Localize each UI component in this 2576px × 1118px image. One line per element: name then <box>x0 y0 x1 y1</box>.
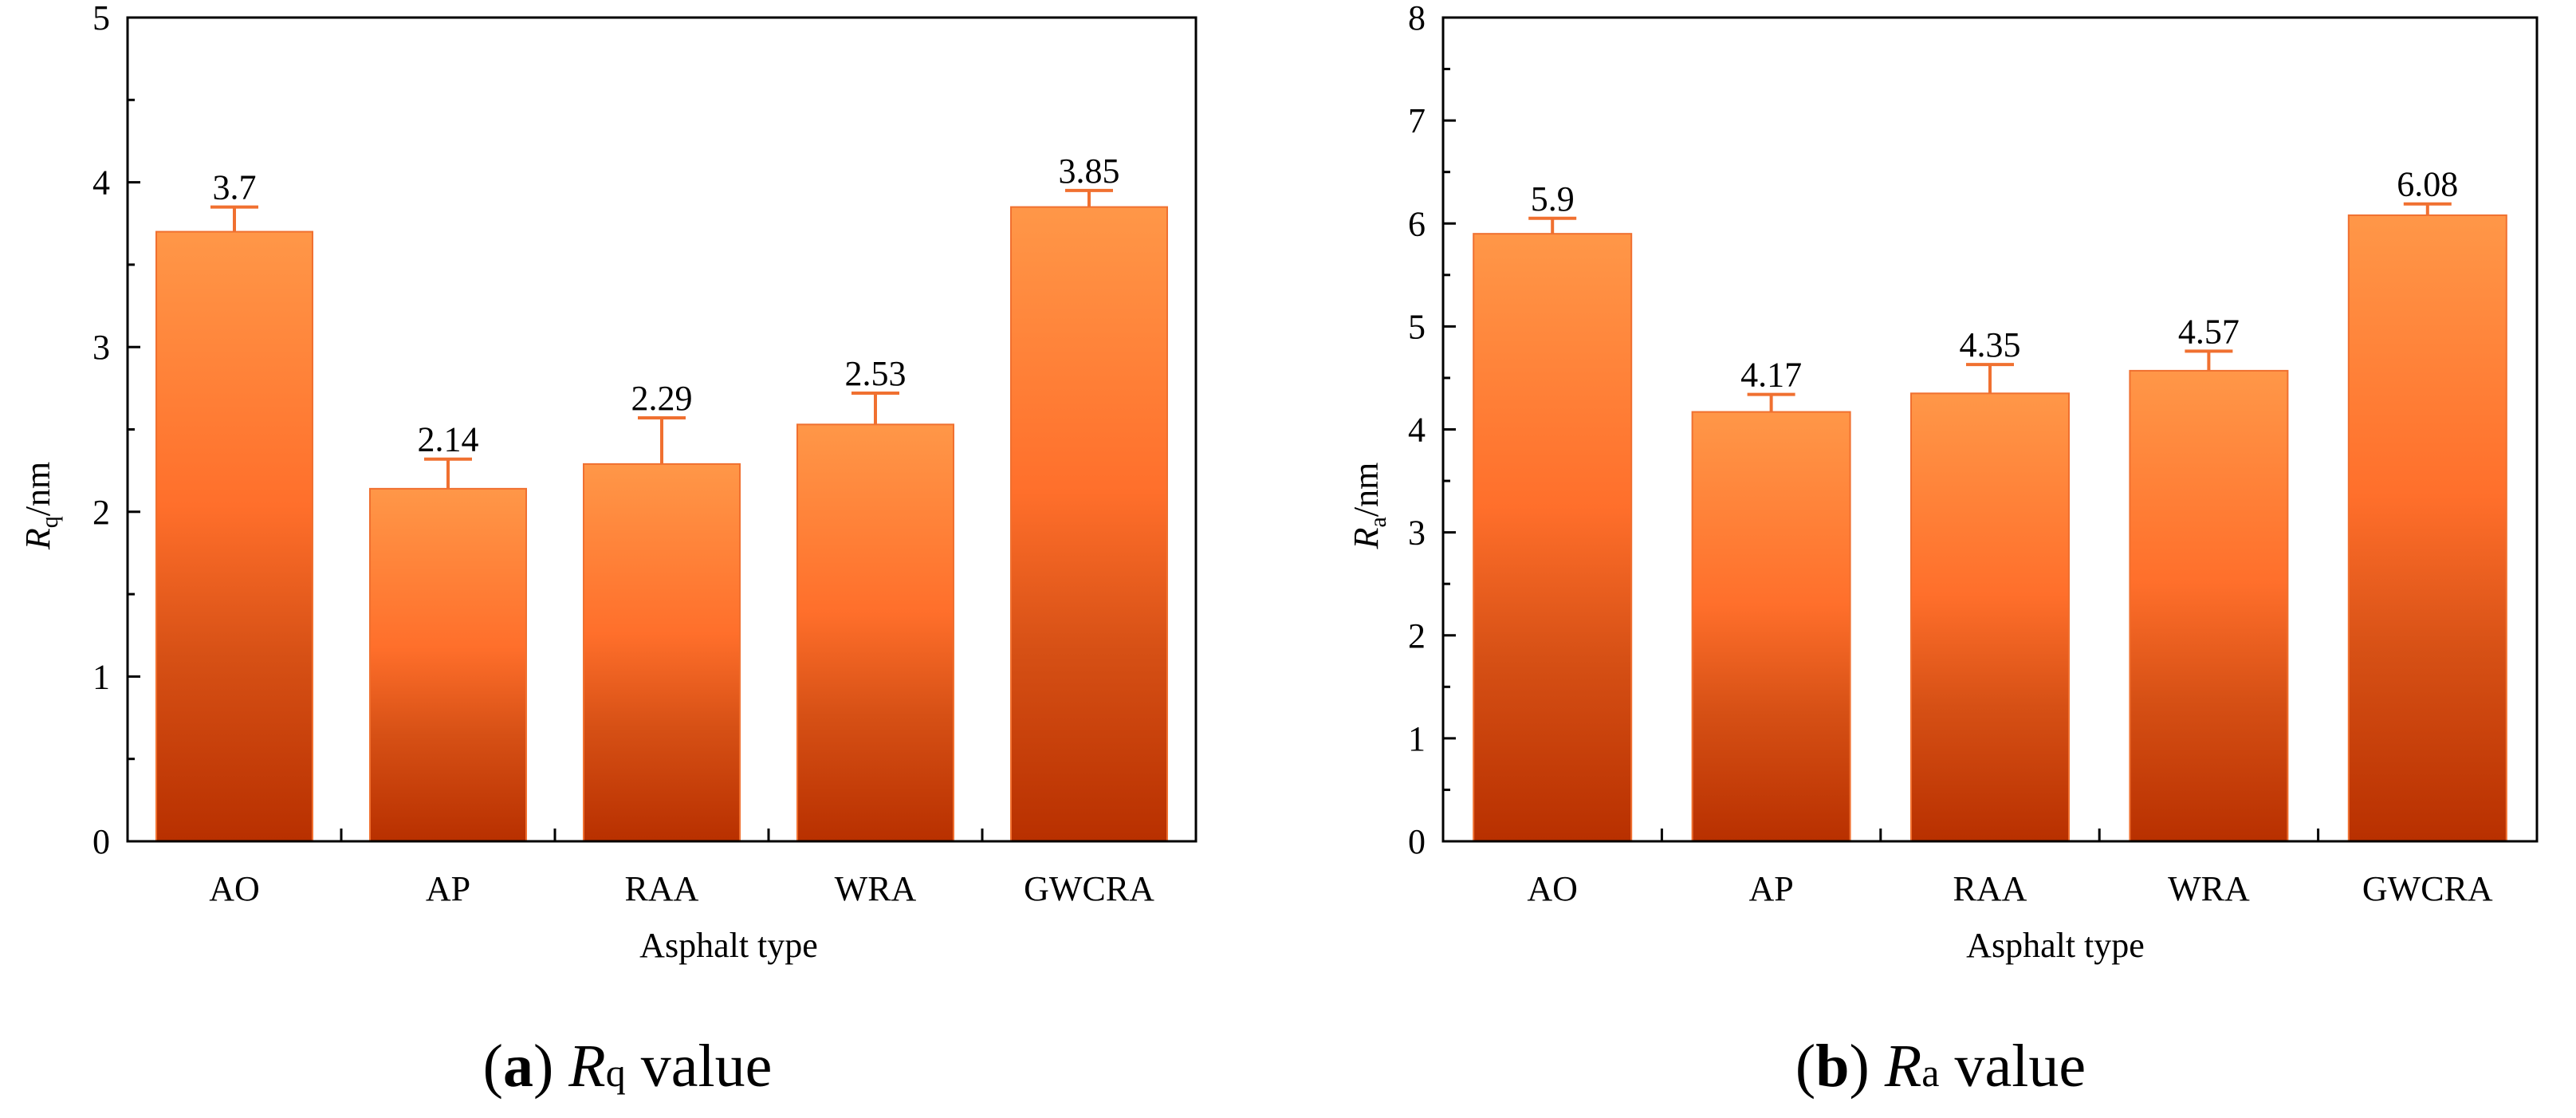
panel-b-errorbar-ap <box>1747 392 1795 412</box>
panel-b-ytick-label: 2 <box>1408 616 1426 655</box>
panel-a-xtick-label-wra: WRA <box>835 869 917 908</box>
panel-b: 5.9 AO 4.17 AP 4.35 RAA 4.57 WRA 6.08 GWCRA 0 1 2 3 4 5… <box>1347 0 2539 1100</box>
panel-a-xtick-label-ap: AP <box>426 869 470 908</box>
panel-a-ylabel-sub: q <box>37 516 63 528</box>
panel-b-bar-ao <box>1473 233 1633 843</box>
panel-a-bar-ao <box>155 230 313 842</box>
panel-a-errorbar-raa <box>638 416 686 464</box>
panel-a-caption-sub: q <box>606 1050 626 1095</box>
panel-a-bar-raa <box>583 463 741 842</box>
panel-b-errorbar-ao <box>1528 216 1577 234</box>
panel-b-xtick-label-wra: WRA <box>2168 869 2250 908</box>
panel-b-bar-gwcra <box>2347 214 2507 843</box>
panel-a-errorbar-gwcra <box>1065 188 1113 207</box>
panel-b-errorbar-raa <box>1966 363 2014 394</box>
panel-a-ylabel-unit: /nm <box>18 462 57 516</box>
panel-a-value-label-raa: 2.29 <box>631 379 693 418</box>
panel-a-ytick-label: 4 <box>92 163 110 203</box>
panel-a-ytick-label: 3 <box>92 328 110 367</box>
panel-b-value-label-ao: 5.9 <box>1531 179 1575 218</box>
panel-b-value-label-gwcra: 6.08 <box>2397 165 2458 204</box>
panel-b-ylabel: Ra/nm <box>1347 463 1391 550</box>
panel-a-caption: (a) Rq value <box>483 1033 773 1100</box>
panel-a-xtick-label-gwcra: GWCRA <box>1024 869 1154 908</box>
panel-a-bar-gwcra <box>1010 206 1168 842</box>
panel-b-caption-label: b <box>1815 1033 1849 1100</box>
panel-a-value-label-gwcra: 3.85 <box>1059 152 1120 191</box>
panel-a-plot: 3.7 AO 2.14 AP 2.29 RAA 2.53 WRA 3.85 GWCRA 0 1 2 3 4 5 <box>92 0 1198 908</box>
panel-a-ylabel: Rq/nm <box>18 462 63 550</box>
panel-b-value-label-ap: 4.17 <box>1740 356 1802 395</box>
panel-b-xtick-label-gwcra: GWCRA <box>2362 869 2493 908</box>
panel-a-bar-ap <box>369 487 527 842</box>
panel-b-caption-symbol: R <box>1884 1033 1921 1100</box>
panel-a-value-label-ap: 2.14 <box>418 420 479 459</box>
panel-b-ylabel-symbol: R <box>1347 527 1386 549</box>
panel-a-errorbar-wra <box>851 392 899 425</box>
panel-b-plot: 5.9 AO 4.17 AP 4.35 RAA 4.57 WRA 6.08 GWCRA 0 1 2 3 4 5… <box>1408 0 2539 908</box>
panel-a-caption-label: a <box>503 1033 533 1100</box>
panel-b-ytick-label: 5 <box>1408 307 1426 346</box>
panel-a-ytick-label: 0 <box>92 822 110 861</box>
panel-a-ytick-label: 1 <box>92 657 110 696</box>
panel-a-xlabel: Asphalt type <box>639 926 818 965</box>
panel-b-caption-suffix: value <box>1939 1033 2086 1100</box>
panel-a-xtick-label-ao: AO <box>209 869 260 908</box>
panel-b-errorbar-wra <box>2185 349 2233 371</box>
panel-b-ytick-label: 0 <box>1408 822 1426 861</box>
panel-b-ytick-label: 8 <box>1408 0 1426 37</box>
panel-b-bar-raa <box>1910 392 2070 842</box>
panel-b-caption-sub: a <box>1921 1050 1939 1095</box>
panel-b-bar-ap <box>1691 411 1851 842</box>
panel-a-errorbar-ao <box>210 205 258 232</box>
panel-b-ytick-label: 4 <box>1408 411 1426 450</box>
panel-b-errorbar-gwcra <box>2403 202 2452 215</box>
panel-a-bar-wra <box>796 423 954 842</box>
panel-b-value-label-raa: 4.35 <box>1960 325 2021 364</box>
panel-a-errorbar-ap <box>424 457 472 489</box>
panel-b-xtick-label-ao: AO <box>1527 869 1578 908</box>
panel-b-xlabel: Asphalt type <box>1966 926 2145 965</box>
panel-a-ytick-label: 2 <box>92 493 110 532</box>
panel-a-caption-suffix: value <box>626 1033 773 1100</box>
panel-a-value-label-wra: 2.53 <box>845 354 907 393</box>
panel-a-xtick-label-raa: RAA <box>625 869 699 908</box>
panel-b-ylabel-unit: /nm <box>1347 463 1386 517</box>
panel-a-value-label-ao: 3.7 <box>213 168 257 207</box>
panel-b-caption: (b) Ra value <box>1795 1033 2086 1100</box>
panel-a-caption-symbol: R <box>568 1033 605 1100</box>
panel-b-ytick-label: 7 <box>1408 101 1426 140</box>
panel-b-ytick-label: 3 <box>1408 514 1426 553</box>
panel-a-ylabel-symbol: R <box>18 528 57 550</box>
panel-b-bar-wra <box>2129 369 2289 842</box>
panel-b-value-label-wra: 4.57 <box>2178 312 2240 351</box>
panel-a: 3.7 AO 2.14 AP 2.29 RAA 2.53 WRA 3.85 GWCRA 0 1 2 3 4 5… <box>18 0 1198 1100</box>
panel-b-ylabel-sub: a <box>1365 517 1391 527</box>
panel-b-xtick-label-ap: AP <box>1748 869 1793 908</box>
panel-b-xtick-label-raa: RAA <box>1953 869 2027 908</box>
panel-b-ytick-label: 6 <box>1408 204 1426 243</box>
panel-b-ytick-label: 1 <box>1408 719 1426 758</box>
panel-a-ytick-label: 5 <box>92 0 110 37</box>
